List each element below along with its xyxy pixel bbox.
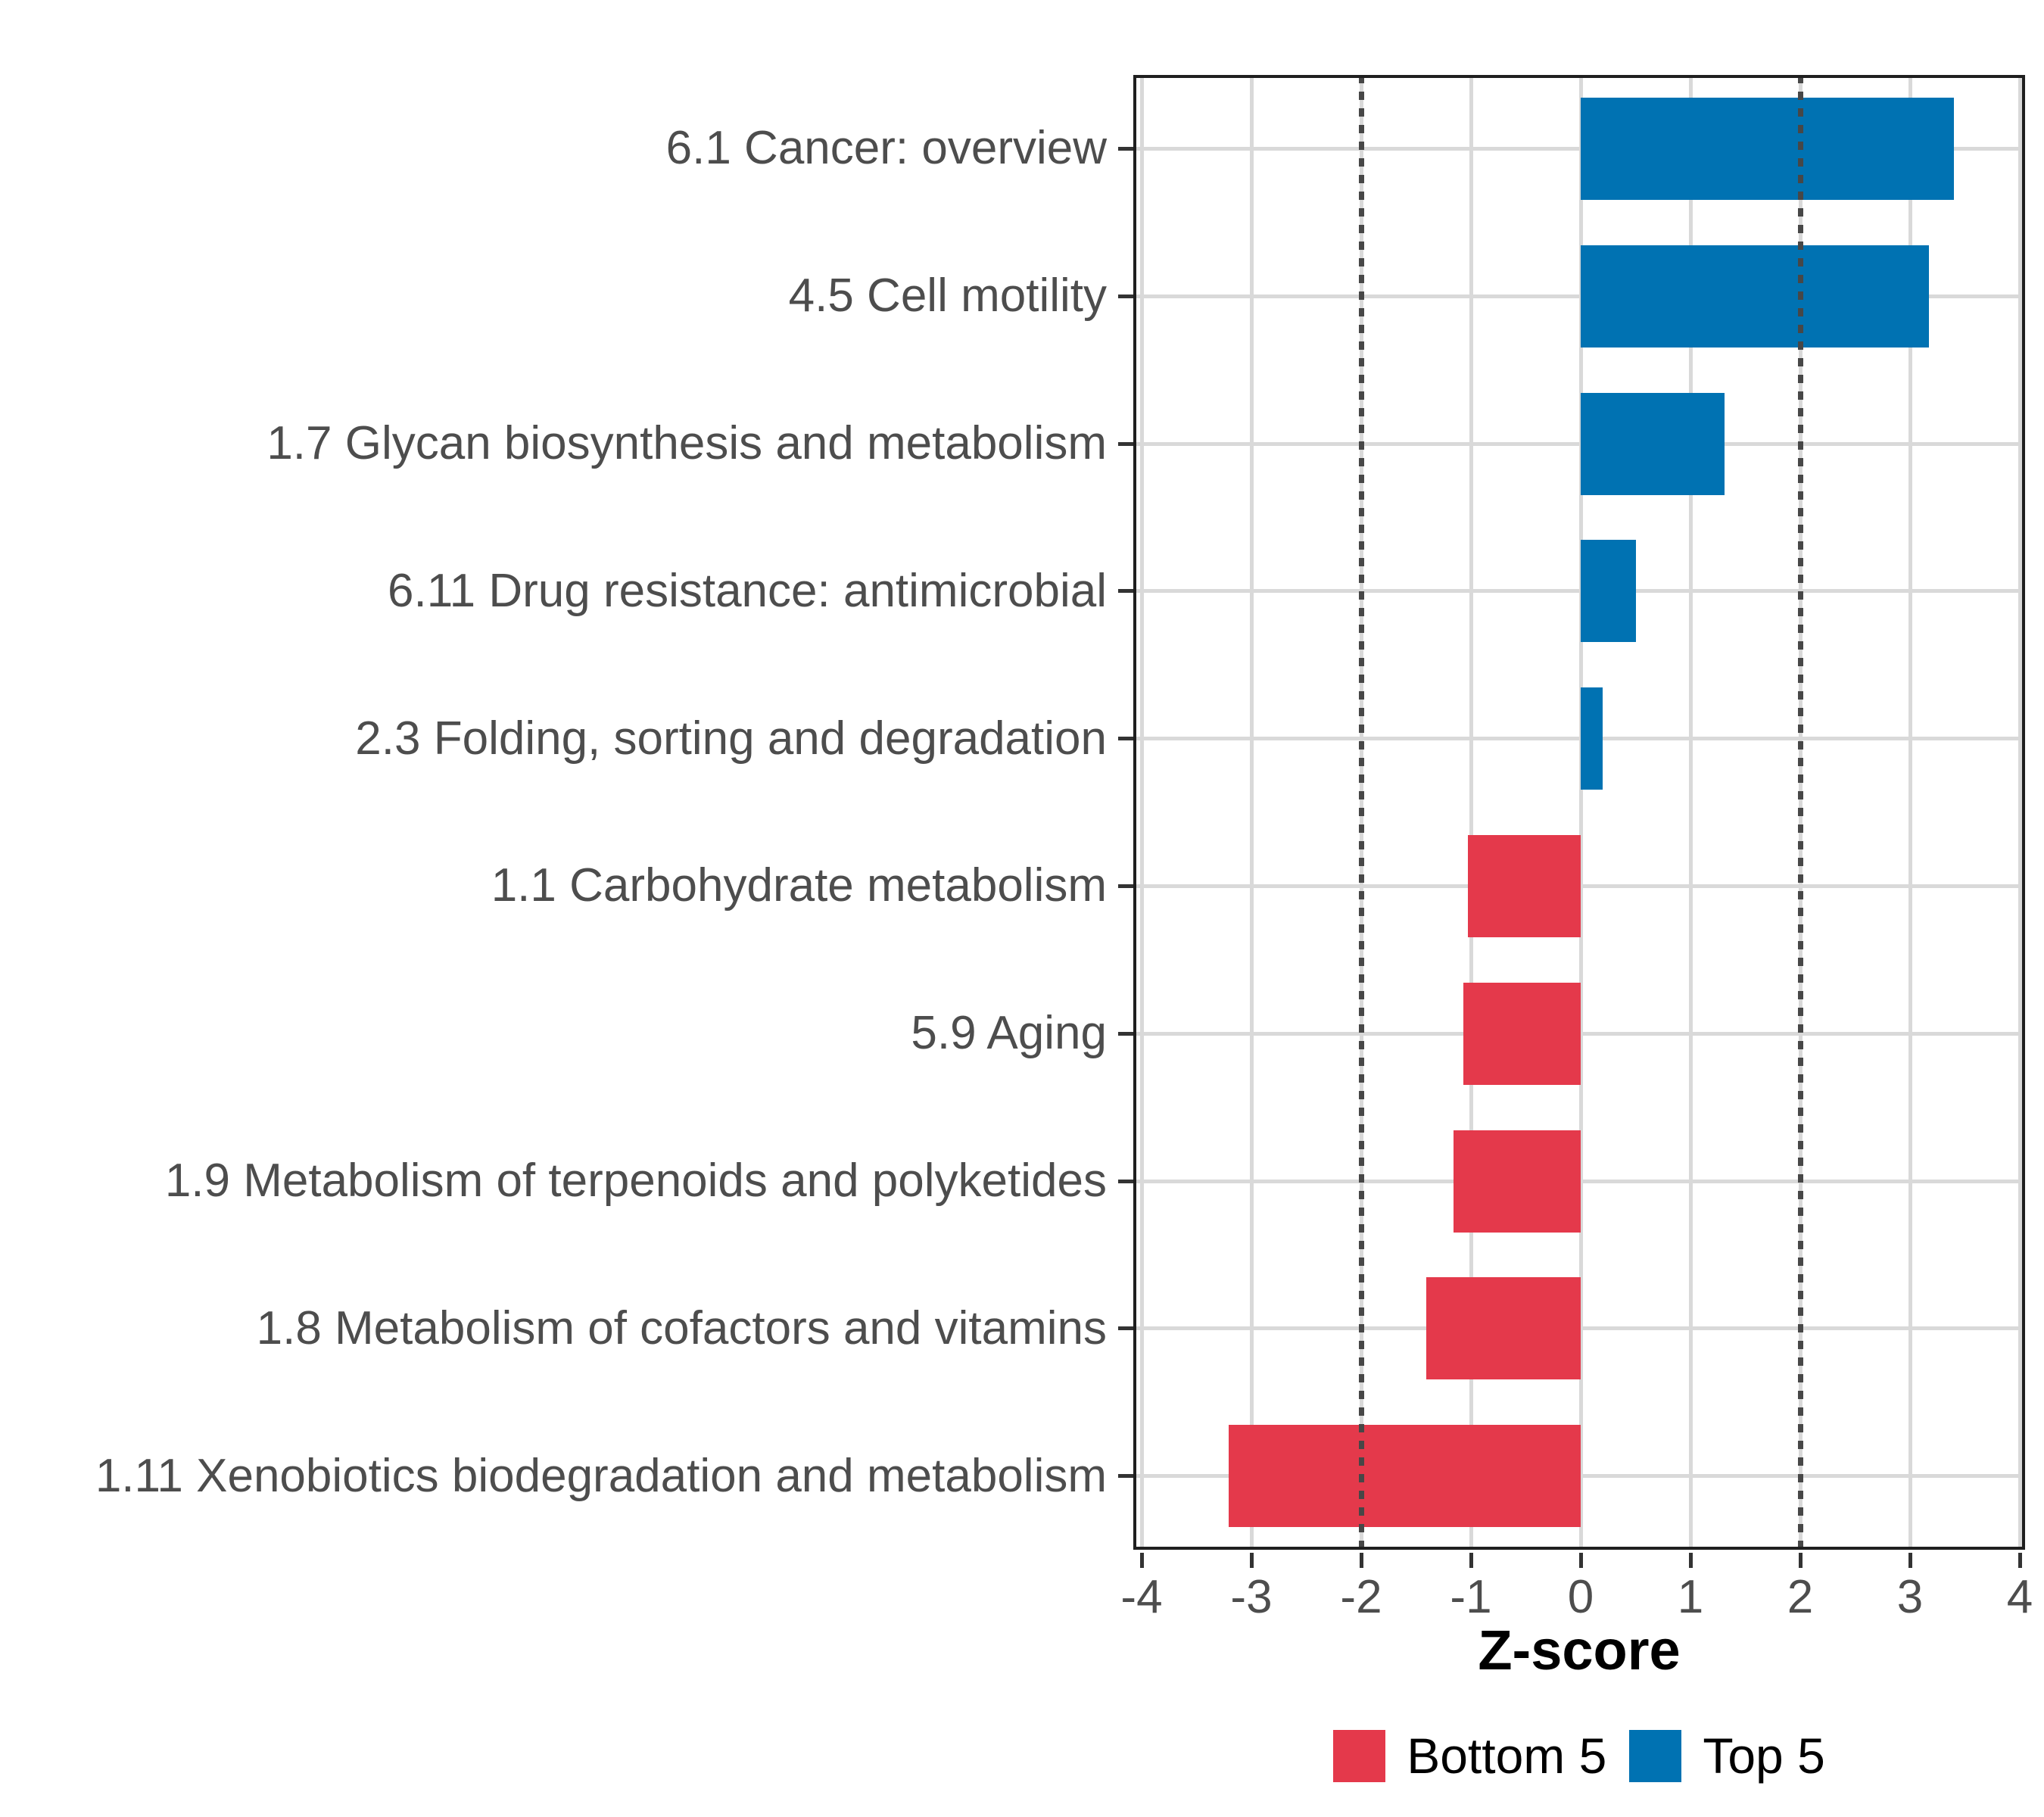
horizontal-gridline — [1133, 441, 2025, 446]
y-category-label: 1.7 Glycan biosynthesis and metabolism — [266, 417, 1107, 469]
bar-negative — [1228, 1425, 1581, 1528]
bar-positive — [1581, 687, 1603, 790]
bar-negative — [1463, 982, 1581, 1085]
horizontal-gridline — [1133, 146, 2025, 151]
y-category-label: 6.11 Drug resistance: antimicrobial — [388, 564, 1107, 617]
bar-negative — [1467, 834, 1581, 937]
dotted-reference-line — [1358, 75, 1364, 1550]
vertical-gridline — [1688, 75, 1693, 1550]
x-tick-label: 1 — [1677, 1571, 1704, 1623]
x-tick-label: -3 — [1230, 1571, 1273, 1623]
legend-key-top5-swatch — [1629, 1729, 1682, 1782]
y-tick-mark — [1118, 1031, 1133, 1036]
x-tick-label: 3 — [1896, 1571, 1924, 1623]
y-category-label: 6.1 Cancer: overview — [665, 122, 1107, 175]
y-tick-mark — [1118, 1326, 1133, 1331]
bar-positive — [1581, 245, 1929, 348]
legend-item-bottom5: Bottom 5 — [1333, 1728, 1606, 1783]
y-tick-mark — [1118, 589, 1133, 594]
y-category-label: 4.5 Cell motility — [788, 270, 1107, 323]
bar-positive — [1581, 97, 1954, 200]
x-tick-mark — [1688, 1553, 1693, 1568]
x-tick-label: -2 — [1340, 1571, 1382, 1623]
x-tick-label: -4 — [1120, 1571, 1163, 1623]
x-tick-mark — [1139, 1553, 1144, 1568]
bar-negative — [1453, 1130, 1581, 1233]
legend-key-bottom5-swatch — [1333, 1729, 1386, 1782]
y-category-label: 2.3 Folding, sorting and degradation — [355, 712, 1107, 765]
y-tick-mark — [1118, 884, 1133, 888]
x-tick-label: 4 — [2006, 1571, 2033, 1623]
y-tick-mark — [1118, 1179, 1133, 1183]
y-category-label: 5.9 Aging — [911, 1007, 1107, 1060]
x-tick-mark — [1908, 1553, 1912, 1568]
y-tick-mark — [1118, 737, 1133, 741]
bar-positive — [1581, 392, 1725, 495]
bar-positive — [1581, 540, 1636, 643]
x-tick-label: 2 — [1787, 1571, 1814, 1623]
x-axis-title: Z-score — [1478, 1619, 1681, 1681]
legend-label-bottom5: Bottom 5 — [1407, 1728, 1607, 1784]
dotted-reference-line — [1797, 75, 1803, 1550]
legend-item-top5: Top 5 — [1629, 1728, 1825, 1784]
vertical-gridline — [1139, 75, 1144, 1550]
y-category-label: 1.1 Carbohydrate metabolism — [491, 859, 1107, 912]
x-tick-label: -1 — [1450, 1571, 1492, 1623]
vertical-gridline — [1578, 75, 1583, 1550]
bar-negative — [1426, 1277, 1581, 1380]
horizontal-gridline — [1133, 737, 2025, 741]
y-tick-mark — [1118, 294, 1133, 298]
x-tick-mark — [1798, 1553, 1803, 1568]
y-tick-mark — [1118, 1474, 1133, 1479]
vertical-gridline — [1249, 75, 1254, 1550]
x-tick-mark — [1578, 1553, 1583, 1568]
legend: Bottom 5 Top 5 — [1133, 1728, 2025, 1783]
y-category-label: 1.9 Metabolism of terpenoids and polyket… — [164, 1155, 1107, 1207]
y-tick-mark — [1118, 441, 1133, 446]
y-category-label: 1.11 Xenobiotics biodegradation and meta… — [95, 1449, 1107, 1502]
x-tick-label: 0 — [1567, 1571, 1594, 1623]
x-tick-mark — [1359, 1553, 1363, 1568]
vertical-gridline — [1908, 75, 1912, 1550]
legend-label-top5: Top 5 — [1703, 1728, 1825, 1784]
y-category-label: 1.8 Metabolism of cofactors and vitamins — [256, 1301, 1107, 1354]
x-tick-mark — [1469, 1553, 1473, 1568]
vertical-gridline — [1469, 75, 1473, 1550]
plot-panel — [1133, 75, 2025, 1550]
horizontal-gridline — [1133, 589, 2025, 594]
y-tick-mark — [1118, 146, 1133, 151]
vertical-gridline — [2018, 75, 2022, 1550]
x-tick-mark — [2018, 1553, 2022, 1568]
x-tick-mark — [1249, 1553, 1254, 1568]
horizontal-gridline — [1133, 294, 2025, 298]
